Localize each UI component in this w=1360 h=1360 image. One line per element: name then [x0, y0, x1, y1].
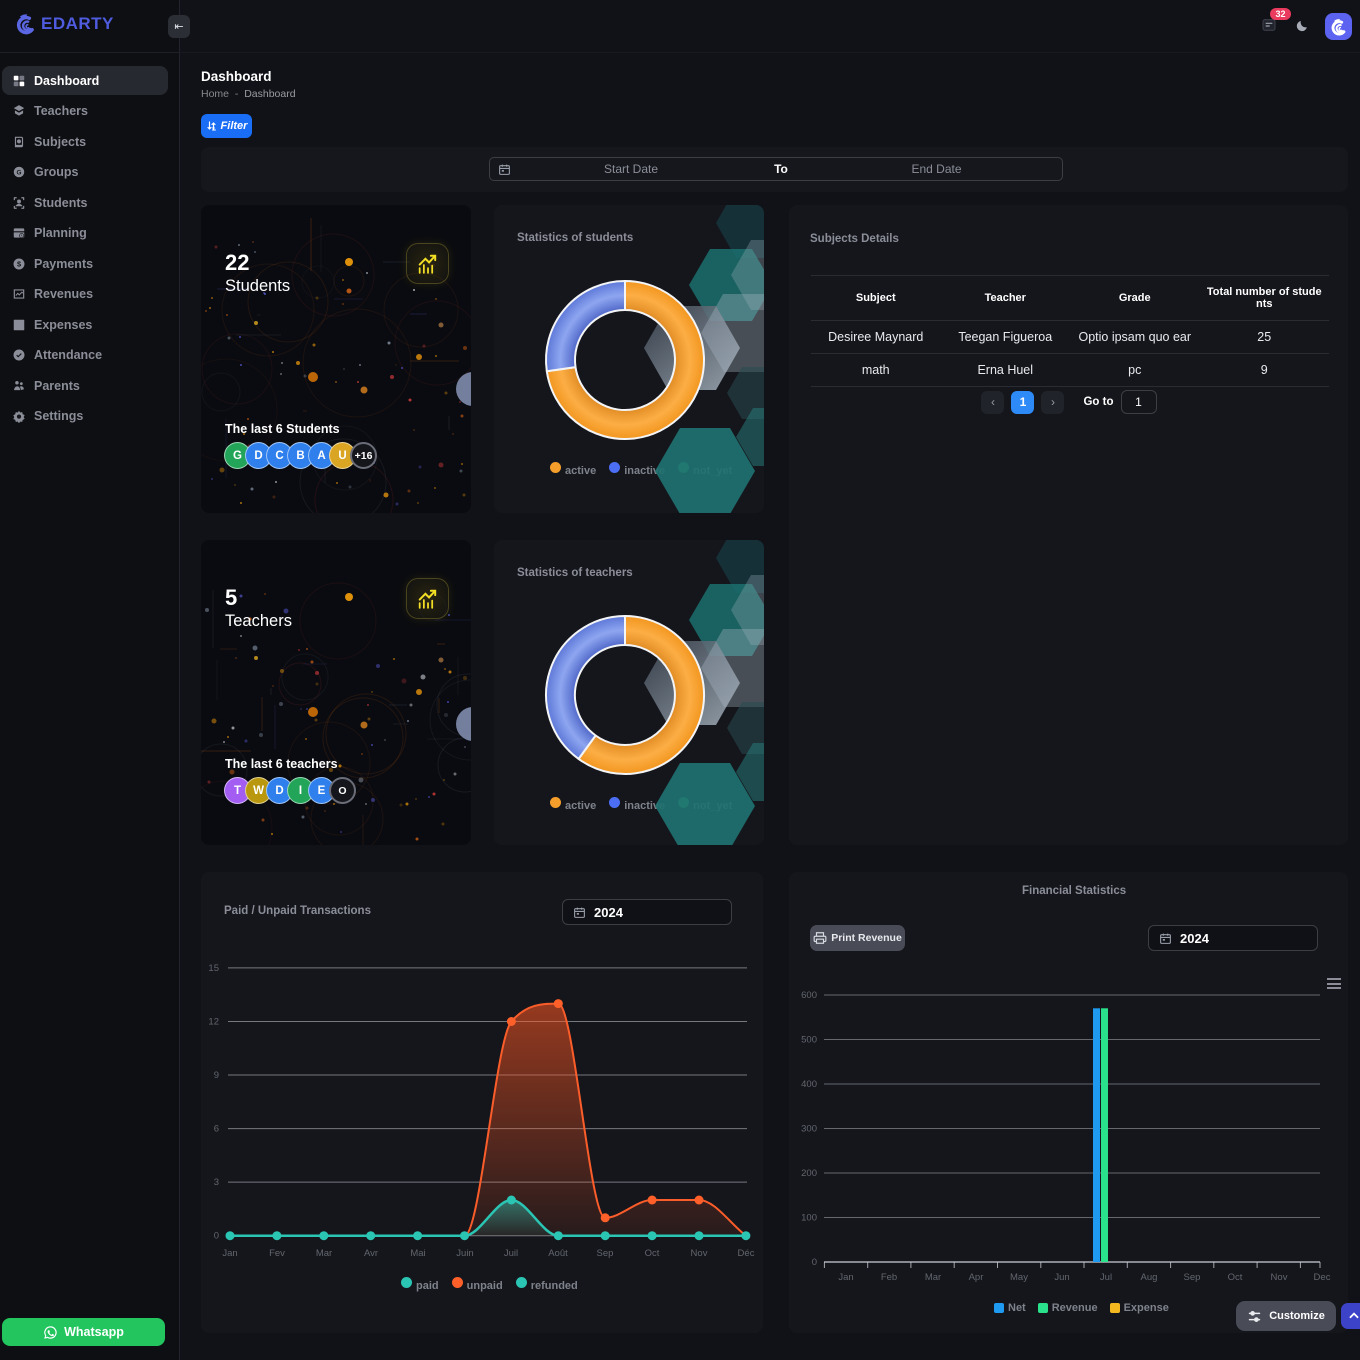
svg-text:Jan: Jan: [222, 1248, 237, 1259]
svg-text:12: 12: [208, 1017, 219, 1028]
svg-text:400: 400: [801, 1079, 817, 1090]
svg-text:Nov: Nov: [691, 1248, 708, 1259]
svg-text:Mar: Mar: [925, 1272, 941, 1283]
svg-text:Déc: Déc: [738, 1248, 755, 1259]
svg-text:$: $: [16, 259, 20, 268]
svg-text:Sep: Sep: [597, 1248, 614, 1259]
svg-text:0: 0: [812, 1257, 817, 1268]
svg-text:G: G: [16, 169, 21, 176]
svg-text:Jun: Jun: [1054, 1272, 1069, 1283]
svg-text:Apr: Apr: [969, 1272, 984, 1283]
svg-text:100: 100: [801, 1213, 817, 1224]
svg-text:Fev: Fev: [269, 1248, 285, 1259]
svg-text:6: 6: [214, 1124, 219, 1135]
svg-text:15: 15: [208, 963, 219, 974]
svg-text:Juil: Juil: [504, 1248, 518, 1259]
svg-text:Dec: Dec: [1314, 1272, 1331, 1283]
svg-text:Oct: Oct: [645, 1248, 660, 1259]
svg-text:Avr: Avr: [364, 1248, 378, 1259]
svg-text:200: 200: [801, 1168, 817, 1179]
svg-text:Feb: Feb: [881, 1272, 897, 1283]
svg-text:600: 600: [801, 990, 817, 1001]
svg-text:Mar: Mar: [316, 1248, 332, 1259]
svg-text:Mai: Mai: [410, 1248, 425, 1259]
svg-text:Oct: Oct: [1228, 1272, 1243, 1283]
svg-text:Juin: Juin: [456, 1248, 473, 1259]
svg-text:9: 9: [214, 1070, 219, 1081]
svg-text:Aug: Aug: [1141, 1272, 1158, 1283]
svg-text:Sep: Sep: [1184, 1272, 1201, 1283]
svg-text:0: 0: [214, 1231, 219, 1242]
svg-text:Août: Août: [548, 1248, 568, 1259]
svg-text:Jan: Jan: [838, 1272, 853, 1283]
svg-text:Jul: Jul: [1100, 1272, 1112, 1283]
svg-text:3: 3: [214, 1177, 219, 1188]
svg-text:Nov: Nov: [1271, 1272, 1288, 1283]
svg-text:300: 300: [801, 1124, 817, 1135]
svg-text:500: 500: [801, 1035, 817, 1046]
svg-text:May: May: [1010, 1272, 1028, 1283]
